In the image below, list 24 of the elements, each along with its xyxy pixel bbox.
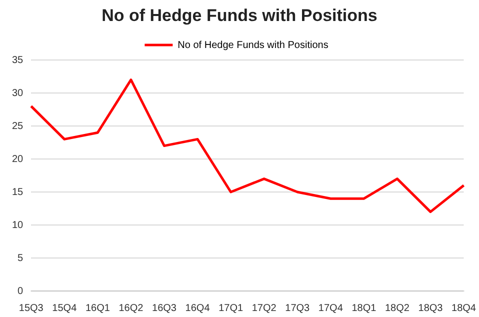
- x-tick-label: 18Q4: [452, 302, 476, 314]
- x-tick-label: 16Q1: [85, 302, 110, 314]
- x-tick-label: 18Q1: [352, 302, 377, 314]
- y-tick-label: 15: [12, 186, 24, 198]
- y-tick-label: 30: [12, 88, 24, 99]
- y-tick-label: 35: [12, 54, 24, 66]
- x-tick-label: 17Q2: [252, 302, 277, 314]
- x-tick-label: 16Q2: [118, 302, 144, 314]
- y-tick-label: 0: [18, 286, 24, 297]
- x-tick-label: 16Q4: [185, 302, 210, 314]
- x-tick-label: 17Q3: [285, 302, 310, 314]
- x-tick-label: 15Q4: [52, 302, 78, 314]
- y-tick-label: 5: [18, 252, 24, 264]
- x-tick-label: 16Q3: [152, 302, 177, 314]
- y-tick-label: 25: [12, 120, 24, 132]
- chart-title: No of Hedge Funds with Positions: [100, 6, 378, 26]
- legend-label: No of Hedge Funds with Positions: [178, 40, 328, 51]
- x-tick-label: 17Q1: [218, 302, 244, 314]
- y-tick-label: 20: [12, 154, 24, 165]
- x-tick-label: 18Q2: [384, 302, 410, 314]
- y-tick-label: 10: [12, 220, 24, 231]
- x-tick-label: 17Q4: [318, 302, 344, 314]
- x-tick-label: 15Q3: [18, 302, 44, 314]
- x-tick-label: 18Q3: [418, 302, 444, 314]
